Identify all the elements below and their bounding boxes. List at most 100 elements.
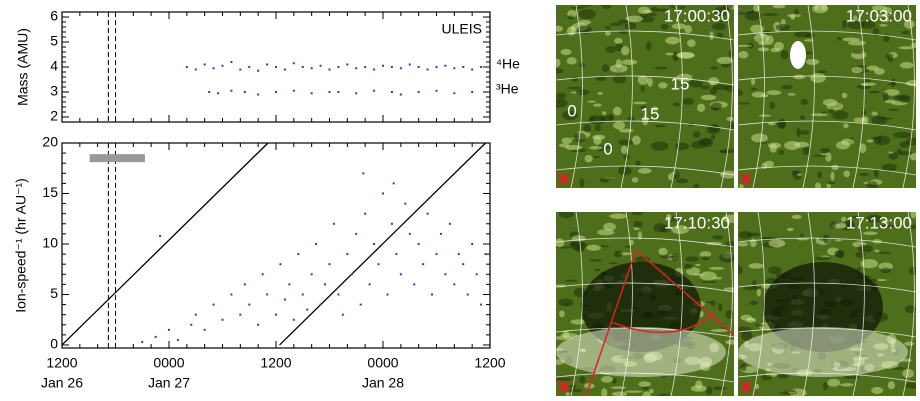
image-label: 15 [641, 104, 660, 123]
texture [756, 288, 762, 297]
data-point [448, 222, 451, 225]
grid-curve [852, 212, 865, 396]
texture [635, 160, 641, 167]
data-point [373, 68, 376, 71]
x-tick-label: 1200 [474, 355, 505, 371]
x-tick-label: 0000 [367, 355, 398, 371]
texture [709, 266, 725, 270]
texture [910, 212, 916, 219]
texture [638, 168, 652, 174]
texture [684, 25, 693, 34]
data-point [176, 338, 179, 341]
texture [853, 15, 858, 22]
texture [857, 244, 874, 253]
sector [585, 249, 734, 396]
texture [748, 263, 764, 269]
data-point [319, 64, 322, 67]
texture [791, 214, 802, 220]
data-point [337, 66, 340, 68]
texture [751, 91, 766, 98]
data-point [221, 318, 224, 321]
texture [710, 300, 716, 307]
texture [860, 259, 879, 269]
data-point [275, 313, 277, 316]
data-point [168, 328, 170, 331]
texture [761, 374, 773, 381]
texture [613, 121, 626, 130]
texture [649, 388, 654, 394]
texture [633, 221, 643, 228]
grid-curve [556, 372, 734, 383]
data-point [212, 67, 215, 70]
texture [692, 131, 701, 138]
texture [778, 149, 785, 155]
texture [631, 177, 639, 183]
texture [701, 280, 717, 283]
texture [710, 134, 716, 140]
texture [749, 238, 757, 248]
data-point [373, 89, 376, 92]
data-point [404, 202, 407, 205]
data-point [275, 91, 277, 93]
texture [852, 50, 863, 55]
texture [712, 235, 724, 240]
data-point [203, 328, 206, 331]
texture [738, 242, 749, 247]
texture [625, 15, 644, 23]
data-point [417, 242, 420, 245]
texture [842, 20, 847, 29]
data-point [439, 232, 442, 235]
texture [594, 268, 601, 272]
texture [853, 117, 867, 123]
texture [610, 386, 627, 389]
texture [838, 222, 847, 229]
texture [631, 135, 641, 145]
grid-curve [738, 372, 916, 383]
texture [861, 110, 867, 115]
texture [832, 110, 849, 120]
data-point [364, 66, 367, 68]
texture [784, 140, 801, 151]
texture [593, 103, 602, 107]
data-point [194, 68, 197, 71]
texture [558, 212, 574, 219]
texture [565, 279, 578, 282]
texture [750, 87, 758, 91]
data-point [453, 67, 456, 70]
data-point [203, 63, 206, 66]
data-point [239, 313, 242, 316]
texture [712, 277, 723, 280]
data-point [261, 273, 264, 276]
x-marker [557, 172, 571, 186]
texture [772, 5, 786, 9]
data-point [257, 69, 260, 72]
texture [601, 5, 612, 9]
texture [579, 375, 586, 384]
texture [865, 214, 883, 223]
grid-curve [752, 212, 765, 396]
image-label: 15 [671, 74, 690, 93]
bright-ring [556, 327, 726, 377]
texture [603, 222, 616, 231]
texture [637, 231, 643, 240]
texture [814, 256, 831, 261]
data-point [399, 93, 402, 96]
texture [767, 122, 776, 126]
texture [871, 137, 879, 140]
data-point [453, 92, 456, 95]
texture [654, 66, 668, 70]
data-point [257, 93, 260, 96]
data-point [346, 63, 349, 66]
texture [709, 31, 714, 40]
grid-curve [570, 212, 583, 396]
texture [799, 130, 810, 135]
solar-image [738, 5, 916, 188]
texture [725, 339, 734, 345]
texture [765, 35, 774, 45]
texture [686, 39, 696, 48]
data-point [422, 263, 425, 266]
texture [674, 142, 690, 151]
texture [866, 65, 880, 71]
grid-curve [720, 5, 733, 188]
